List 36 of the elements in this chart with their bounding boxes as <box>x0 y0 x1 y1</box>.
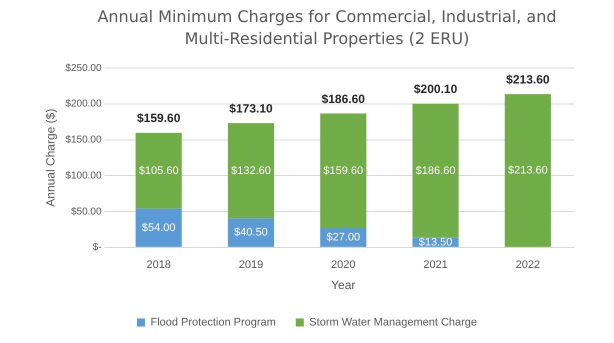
data-label: $132.60 <box>231 164 271 177</box>
total-label: $213.60 <box>506 72 550 86</box>
total-label: $186.60 <box>322 92 366 106</box>
x-tick-label: 2022 <box>516 259 540 272</box>
data-label: $54.00 <box>142 222 176 234</box>
x-tick-label: 2020 <box>331 259 356 272</box>
data-label: $213.60 <box>508 164 548 177</box>
data-label: $105.60 <box>138 164 179 177</box>
bar <box>136 208 182 247</box>
x-tick-label: 2019 <box>238 259 264 272</box>
bar <box>228 123 274 218</box>
bar <box>136 132 182 209</box>
data-label: $13.50 <box>418 236 452 248</box>
x-tick-label: 2021 <box>423 259 448 272</box>
data-label: $186.60 <box>416 164 456 177</box>
y-tick-label: $150.00 <box>65 134 102 146</box>
legend-label: Flood Protection Program <box>150 316 276 329</box>
total-label: $200.10 <box>414 82 458 96</box>
y-tick-label: $250.00 <box>65 62 102 74</box>
bar <box>320 113 366 228</box>
bar <box>504 94 551 247</box>
total-label: $173.10 <box>229 101 273 116</box>
y-tick-label: $100.00 <box>65 170 102 182</box>
y-tick-label: $50.00 <box>70 206 102 218</box>
y-tick-label: $- <box>92 242 102 254</box>
total-label: $159.60 <box>136 111 181 126</box>
data-label: $27.00 <box>326 231 360 244</box>
data-label: $159.60 <box>323 164 364 177</box>
data-label: $40.50 <box>234 226 268 239</box>
chart-title: Annual Minimum Charges for Commercial, Industrial, and Multi-Residential Properties (2 ERU) <box>96 6 558 50</box>
y-axis-title: Annual Charge ($) <box>44 108 58 207</box>
x-tick-label: 2018 <box>146 259 171 272</box>
x-axis-title: Year <box>331 278 356 292</box>
legend-label: Storm Water Management Charge <box>309 316 478 329</box>
bar <box>412 104 459 238</box>
y-tick-label: $200.00 <box>65 98 102 110</box>
